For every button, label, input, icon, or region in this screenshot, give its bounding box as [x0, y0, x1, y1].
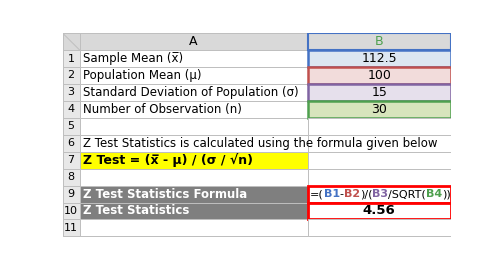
- Text: Z Test Statistics is calculated using the formula given below: Z Test Statistics is calculated using th…: [83, 137, 437, 150]
- Text: Z Test = (x̅ - μ) / (σ / √n): Z Test = (x̅ - μ) / (σ / √n): [83, 153, 253, 167]
- Bar: [308, 101, 451, 118]
- Text: Number of Observation (n): Number of Observation (n): [83, 103, 241, 116]
- Text: B2: B2: [344, 189, 360, 199]
- Bar: [63, 101, 80, 118]
- Text: 1: 1: [68, 54, 75, 63]
- Bar: [63, 84, 80, 101]
- Bar: [308, 152, 451, 169]
- Bar: [63, 135, 80, 152]
- Text: 15: 15: [371, 86, 387, 99]
- Bar: [80, 84, 308, 101]
- Text: )): )): [442, 189, 451, 199]
- Text: Standard Deviation of Population (σ): Standard Deviation of Population (σ): [83, 86, 299, 99]
- Bar: [80, 185, 308, 203]
- Text: =(: =(: [310, 189, 324, 199]
- Text: 9: 9: [68, 189, 75, 199]
- Text: Z Test Statistics: Z Test Statistics: [83, 205, 189, 217]
- Text: 5: 5: [68, 121, 75, 131]
- Bar: [308, 50, 451, 67]
- Text: 30: 30: [371, 103, 387, 116]
- Bar: [80, 67, 308, 84]
- Bar: [63, 118, 80, 135]
- Bar: [80, 135, 308, 152]
- Bar: [308, 67, 451, 84]
- Bar: [80, 50, 308, 67]
- Text: 10: 10: [64, 206, 78, 216]
- Text: 2: 2: [68, 70, 75, 81]
- Bar: [63, 33, 80, 50]
- Bar: [308, 203, 451, 219]
- Text: 3: 3: [68, 87, 75, 97]
- Bar: [308, 33, 451, 50]
- Bar: [80, 33, 308, 50]
- Text: B: B: [375, 35, 384, 48]
- Text: Population Mean (μ): Population Mean (μ): [83, 69, 201, 82]
- Bar: [80, 219, 308, 237]
- Bar: [63, 50, 80, 67]
- Text: 7: 7: [68, 155, 75, 165]
- Text: 100: 100: [367, 69, 391, 82]
- Bar: [80, 152, 308, 169]
- Bar: [308, 135, 451, 152]
- Text: Sample Mean (x̅): Sample Mean (x̅): [83, 52, 183, 65]
- Text: 112.5: 112.5: [361, 52, 397, 65]
- Text: B1: B1: [324, 189, 340, 199]
- Text: Z Test Statistics Formula: Z Test Statistics Formula: [83, 188, 247, 201]
- Bar: [63, 185, 80, 203]
- Text: 8: 8: [68, 172, 75, 182]
- Text: B3: B3: [372, 189, 388, 199]
- Bar: [80, 118, 308, 135]
- Text: -: -: [340, 189, 344, 199]
- Bar: [63, 203, 80, 219]
- Bar: [308, 185, 451, 203]
- Bar: [308, 169, 451, 185]
- Bar: [308, 84, 451, 101]
- Bar: [80, 169, 308, 185]
- Bar: [63, 152, 80, 169]
- Text: 6: 6: [68, 138, 75, 148]
- Text: 4.56: 4.56: [363, 205, 396, 217]
- Bar: [308, 33, 451, 50]
- Text: )/(: )/(: [360, 189, 372, 199]
- Bar: [63, 219, 80, 237]
- Bar: [63, 169, 80, 185]
- Text: 4: 4: [68, 104, 75, 114]
- Bar: [63, 67, 80, 84]
- Bar: [80, 101, 308, 118]
- Text: B4: B4: [426, 189, 442, 199]
- Text: /SQRT(: /SQRT(: [388, 189, 426, 199]
- Text: 11: 11: [64, 223, 78, 233]
- Bar: [308, 219, 451, 237]
- Bar: [308, 118, 451, 135]
- Text: A: A: [189, 35, 198, 48]
- Bar: [80, 203, 308, 219]
